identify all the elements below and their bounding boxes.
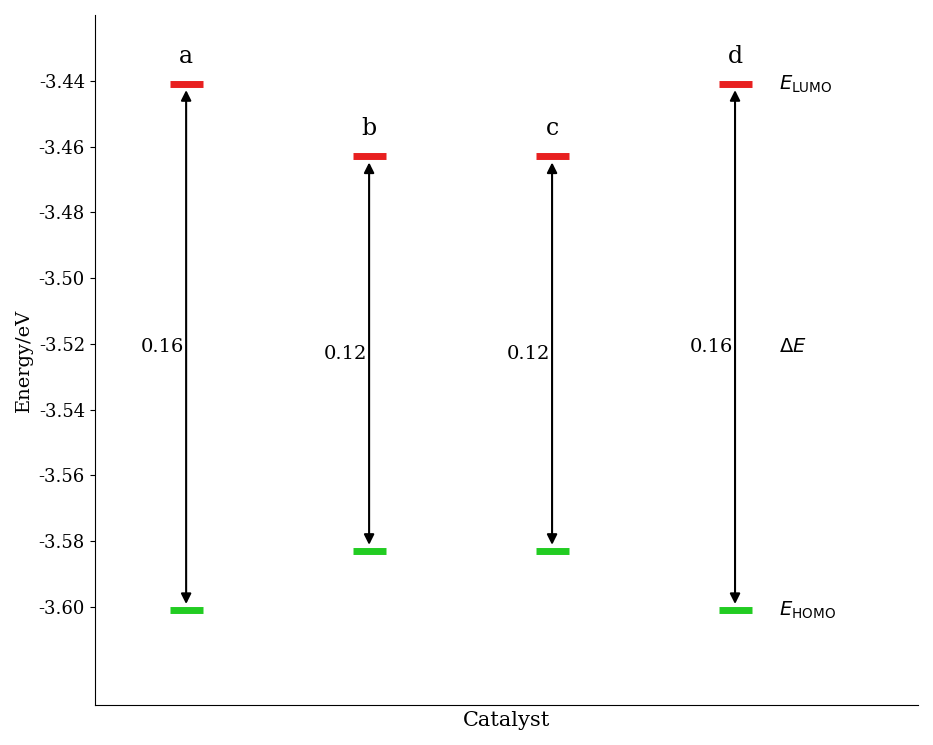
Y-axis label: Energy/eV: Energy/eV: [15, 308, 33, 412]
Text: c: c: [546, 117, 559, 140]
Text: 0.12: 0.12: [324, 345, 367, 363]
Text: 0.12: 0.12: [507, 345, 550, 363]
Text: a: a: [179, 45, 193, 68]
Text: $E_{\mathrm{HOMO}}$: $E_{\mathrm{HOMO}}$: [779, 600, 836, 621]
Text: $E_{\mathrm{LUMO}}$: $E_{\mathrm{LUMO}}$: [779, 74, 832, 95]
Text: d: d: [728, 45, 743, 68]
X-axis label: Catalyst: Catalyst: [463, 711, 550, 730]
Text: $\Delta E$: $\Delta E$: [779, 338, 806, 356]
Text: 0.16: 0.16: [141, 338, 184, 356]
Text: b: b: [362, 117, 377, 140]
Text: 0.16: 0.16: [689, 338, 733, 356]
